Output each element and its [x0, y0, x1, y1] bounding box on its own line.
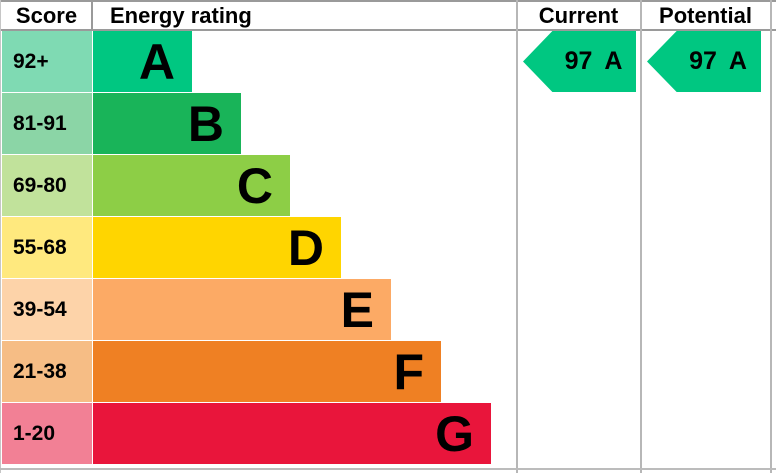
band-score-range: 69-80 — [13, 173, 67, 197]
band-row: 1-20 G — [2, 403, 491, 464]
band-row: 39-54 E — [2, 279, 491, 340]
band-bar: F — [93, 341, 441, 402]
current-rating-arrow: 97 A — [523, 31, 636, 92]
band-row: 21-38 F — [2, 341, 491, 402]
band-grade-letter: A — [138, 33, 175, 90]
band-score-range: 92+ — [13, 49, 49, 73]
band-score-cell: 1-20 — [2, 403, 92, 464]
potential-rating-value: 97 — [689, 47, 717, 75]
band-grade-letter: E — [340, 281, 374, 338]
band-grade-letter: G — [435, 405, 474, 462]
score-column-divider — [91, 0, 93, 31]
band-bar: A — [93, 31, 192, 92]
band-score-cell: 69-80 — [2, 155, 92, 216]
band-score-range: 55-68 — [13, 235, 67, 259]
band-bar: E — [93, 279, 391, 340]
band-rows: 92+ A 81-91 B 69-80 C 55-68 D 39-54 — [2, 31, 491, 464]
band-row: 92+ A — [2, 31, 491, 92]
top-border-line — [0, 0, 776, 2]
band-bar: G — [93, 403, 491, 464]
band-row: 69-80 C — [2, 155, 491, 216]
current-rating-grade: A — [604, 47, 623, 75]
band-grade-letter: B — [187, 95, 224, 152]
current-column-header: Current — [538, 3, 619, 28]
band-score-range: 81-91 — [13, 111, 67, 135]
band-score-range: 39-54 — [13, 297, 67, 321]
potential-column-divider — [640, 0, 642, 473]
band-score-cell: 21-38 — [2, 341, 92, 402]
potential-rating-grade: A — [728, 47, 747, 75]
potential-column-header: Potential — [659, 3, 752, 28]
band-bar: D — [93, 217, 341, 278]
band-row: 55-68 D — [2, 217, 491, 278]
left-border-line — [0, 0, 1, 473]
band-grade-letter: F — [393, 343, 424, 400]
right-border-line — [770, 0, 772, 473]
band-grade-letter: C — [236, 157, 273, 214]
band-score-cell: 92+ — [2, 31, 92, 92]
band-grade-letter: D — [287, 219, 324, 276]
band-row: 81-91 B — [2, 93, 491, 154]
chart-header: Score Energy rating Current Potential — [0, 2, 776, 29]
score-column-header: Score — [15, 3, 78, 28]
band-score-cell: 55-68 — [2, 217, 92, 278]
current-rating-value: 97 — [564, 47, 593, 75]
energy-rating-column-header: Energy rating — [110, 3, 252, 28]
bottom-border-line — [0, 468, 776, 470]
band-score-range: 1-20 — [13, 421, 56, 445]
band-bar: B — [93, 93, 241, 154]
band-bar: C — [93, 155, 290, 216]
band-score-range: 21-38 — [13, 359, 67, 383]
band-score-cell: 39-54 — [2, 279, 92, 340]
current-column-divider — [516, 0, 518, 473]
potential-rating-arrow: 97 A — [647, 31, 761, 92]
band-score-cell: 81-91 — [2, 93, 92, 154]
header-separator-line — [0, 29, 776, 31]
